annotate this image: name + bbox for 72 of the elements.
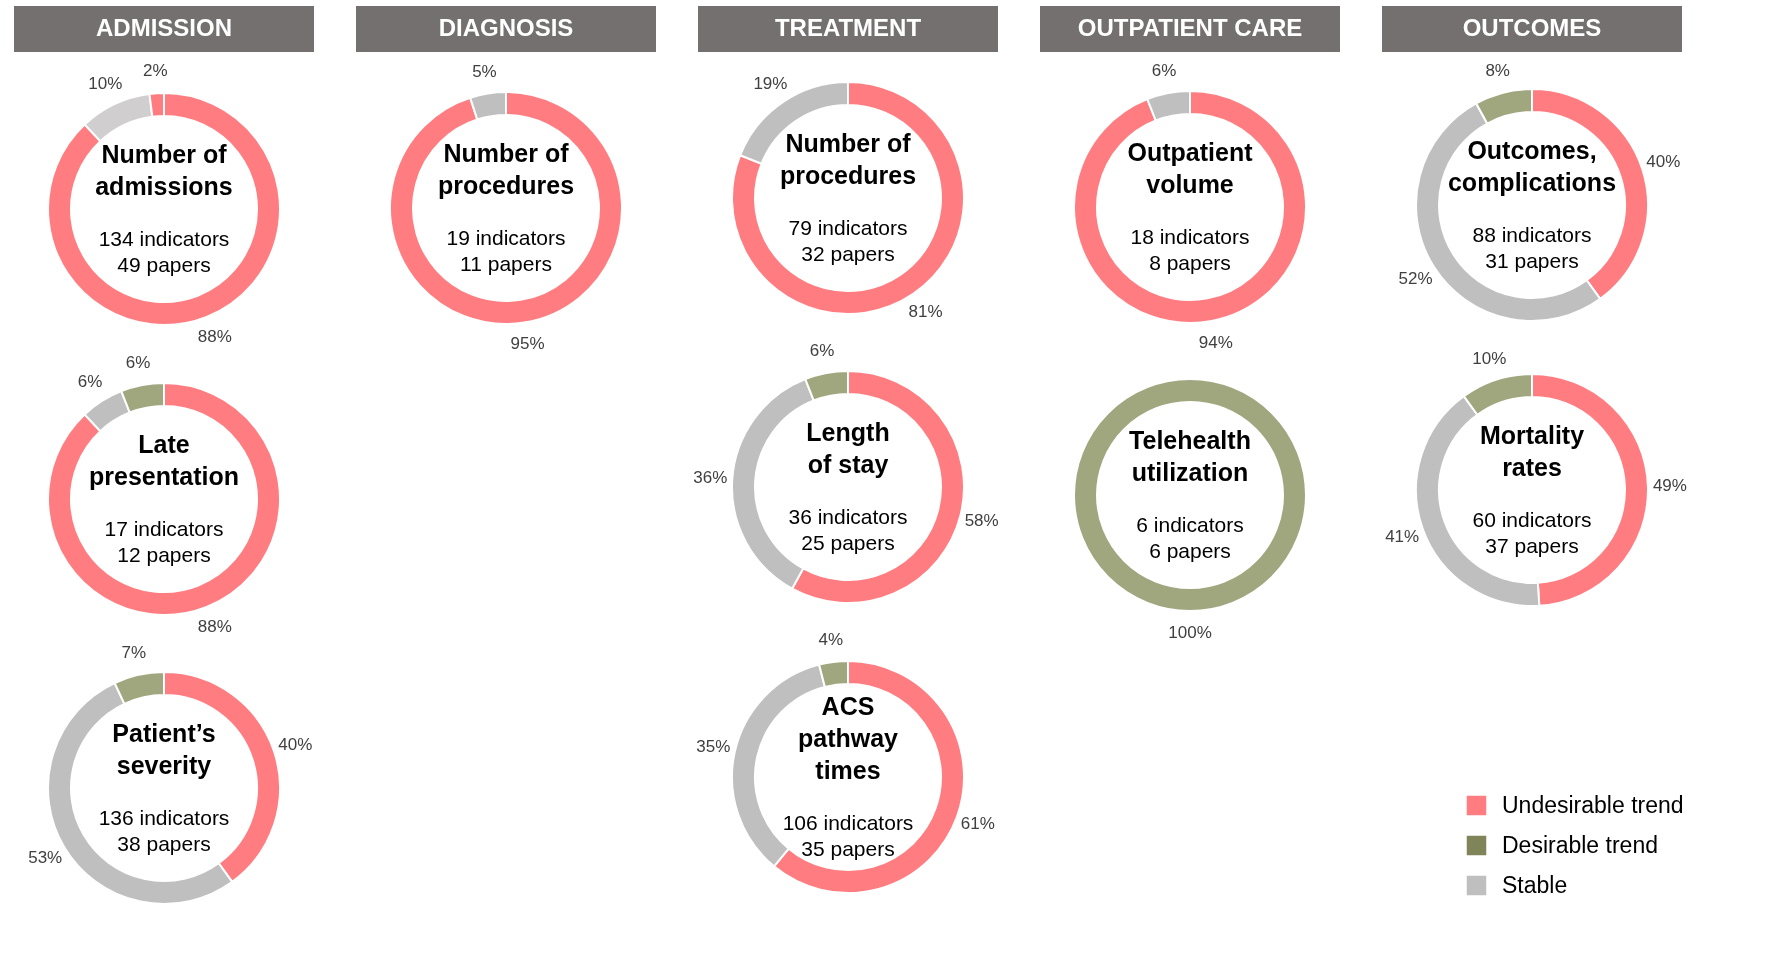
- data-label: 35%: [696, 736, 731, 756]
- text: Outpatient volume: [1127, 138, 1254, 198]
- text: 25 papers: [801, 531, 895, 554]
- text: Length of stay: [806, 418, 890, 478]
- data-label: 6%: [77, 372, 103, 392]
- text: Mortality rates: [1479, 421, 1585, 481]
- data-label: 10%: [1472, 348, 1507, 368]
- data-label: 41%: [1385, 526, 1420, 546]
- data-label: 49%: [1652, 475, 1687, 495]
- text: 136 indicators: [98, 806, 230, 829]
- data-label: 10%: [88, 74, 123, 94]
- category-label: Desirable trend: [1502, 831, 1658, 858]
- data-label: 6%: [809, 341, 835, 361]
- text: 35 papers: [801, 837, 895, 860]
- text: Number of procedures: [779, 129, 917, 189]
- data-label: 2%: [143, 61, 168, 81]
- text: OUTCOMES: [1462, 14, 1602, 41]
- text: 12 papers: [117, 543, 211, 566]
- data-label: 61%: [960, 813, 995, 833]
- data-label: 8%: [1485, 61, 1510, 81]
- data-label: 6%: [1151, 61, 1177, 81]
- text: ADMISSION: [95, 14, 233, 41]
- text: 18 indicators: [1130, 225, 1250, 248]
- text: 49 papers: [117, 253, 211, 276]
- data-label: 5%: [472, 61, 497, 81]
- text: 32 papers: [801, 242, 895, 265]
- data-label: 7%: [121, 643, 147, 663]
- text: 36 indicators: [788, 505, 908, 528]
- text: 134 indicators: [98, 227, 230, 250]
- data-label: 19%: [753, 73, 788, 93]
- text: 11 papers: [460, 252, 552, 275]
- text: 19 indicators: [446, 226, 566, 249]
- text: Number of admissions: [95, 140, 233, 200]
- text: 8 papers: [1149, 251, 1231, 274]
- text: 6 papers: [1149, 539, 1231, 562]
- text: 37 papers: [1485, 534, 1579, 557]
- text: 31 papers: [1485, 249, 1579, 272]
- text: 106 indicators: [782, 811, 914, 834]
- text: 17 indicators: [104, 517, 224, 540]
- data-label: 53%: [28, 848, 63, 868]
- data-label: 40%: [1646, 152, 1681, 172]
- text: Late presentation: [88, 430, 240, 490]
- data-label: 88%: [197, 617, 232, 637]
- data-label: 88%: [197, 327, 232, 347]
- data-label: 6%: [125, 353, 151, 373]
- text: Patient’s severity: [112, 719, 216, 779]
- text: 38 papers: [117, 832, 211, 855]
- data-label: 4%: [818, 630, 843, 650]
- text: Number of procedures: [437, 139, 575, 199]
- data-label: 94%: [1198, 332, 1233, 352]
- data-label: 100%: [1168, 623, 1212, 642]
- text: Telehealth utilization: [1129, 426, 1251, 486]
- data-label: 52%: [1398, 268, 1433, 288]
- text: 6 indicators: [1136, 513, 1244, 536]
- text: DIAGNOSIS: [438, 14, 574, 41]
- data-label: 36%: [693, 468, 728, 488]
- text: 79 indicators: [788, 216, 908, 239]
- text: OUTPATIENT CARE: [1077, 14, 1303, 41]
- donut-slice: [1073, 90, 1307, 324]
- data-label: 95%: [510, 334, 545, 354]
- category-label: Stable: [1502, 871, 1568, 898]
- data-label: 58%: [964, 511, 999, 531]
- data-label: 40%: [278, 735, 313, 755]
- category-label: Undesirable trend: [1502, 791, 1684, 818]
- donut-slice: [389, 91, 623, 325]
- donut-slice: [47, 92, 281, 326]
- data-label: 81%: [908, 302, 943, 322]
- text: TREATMENT: [774, 14, 922, 41]
- text: Outcomes, complications: [1447, 136, 1617, 196]
- text: ACS pathway times: [797, 692, 899, 784]
- text: 88 indicators: [1472, 223, 1592, 246]
- text: 60 indicators: [1472, 508, 1592, 531]
